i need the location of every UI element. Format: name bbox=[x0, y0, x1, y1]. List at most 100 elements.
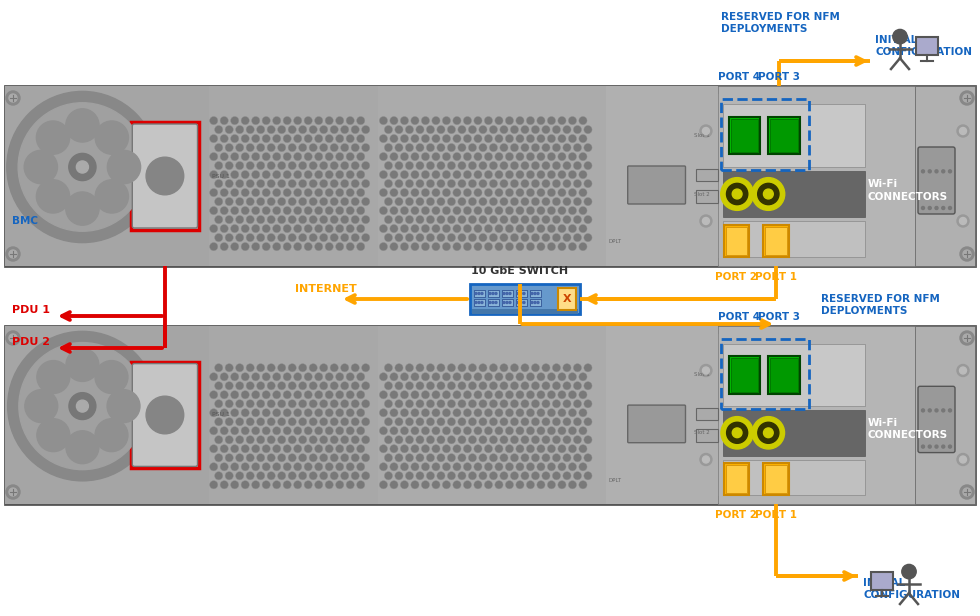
Circle shape bbox=[401, 427, 409, 435]
Circle shape bbox=[928, 170, 931, 173]
Circle shape bbox=[520, 233, 529, 241]
Circle shape bbox=[220, 206, 228, 215]
Circle shape bbox=[506, 480, 514, 489]
Circle shape bbox=[335, 463, 344, 471]
Circle shape bbox=[568, 373, 576, 381]
Circle shape bbox=[495, 134, 503, 143]
Circle shape bbox=[479, 436, 487, 444]
Circle shape bbox=[703, 456, 710, 463]
Circle shape bbox=[309, 363, 318, 372]
Circle shape bbox=[379, 171, 387, 179]
Circle shape bbox=[432, 480, 440, 489]
Circle shape bbox=[283, 116, 291, 124]
Circle shape bbox=[416, 126, 424, 134]
Circle shape bbox=[416, 198, 424, 206]
Circle shape bbox=[252, 463, 260, 471]
Circle shape bbox=[401, 134, 409, 143]
Circle shape bbox=[531, 293, 533, 294]
Circle shape bbox=[357, 408, 365, 417]
Circle shape bbox=[458, 382, 466, 390]
Circle shape bbox=[568, 134, 576, 143]
Circle shape bbox=[95, 360, 128, 394]
Circle shape bbox=[241, 116, 249, 124]
Circle shape bbox=[526, 224, 534, 233]
Circle shape bbox=[921, 206, 924, 209]
Circle shape bbox=[19, 342, 146, 469]
Circle shape bbox=[325, 480, 333, 489]
Circle shape bbox=[432, 408, 440, 417]
Circle shape bbox=[520, 472, 529, 480]
Circle shape bbox=[220, 391, 228, 399]
Bar bbox=[763, 225, 789, 257]
Circle shape bbox=[416, 161, 424, 169]
Circle shape bbox=[526, 427, 534, 435]
Bar bbox=[723, 410, 864, 456]
Circle shape bbox=[395, 472, 403, 480]
Circle shape bbox=[526, 480, 534, 489]
Circle shape bbox=[520, 436, 529, 444]
Circle shape bbox=[288, 161, 296, 169]
Circle shape bbox=[421, 463, 429, 471]
Circle shape bbox=[315, 391, 322, 399]
Circle shape bbox=[411, 373, 419, 381]
Circle shape bbox=[584, 161, 592, 169]
Circle shape bbox=[520, 179, 529, 188]
Circle shape bbox=[432, 373, 440, 381]
Circle shape bbox=[484, 206, 493, 215]
Circle shape bbox=[511, 126, 518, 134]
Circle shape bbox=[241, 171, 249, 179]
Circle shape bbox=[283, 134, 291, 143]
Circle shape bbox=[235, 233, 244, 241]
Circle shape bbox=[36, 121, 70, 154]
Circle shape bbox=[421, 373, 429, 381]
Circle shape bbox=[426, 363, 434, 372]
Circle shape bbox=[390, 153, 398, 161]
FancyBboxPatch shape bbox=[470, 284, 580, 314]
Circle shape bbox=[241, 408, 249, 417]
Circle shape bbox=[225, 198, 233, 206]
Circle shape bbox=[515, 480, 524, 489]
Circle shape bbox=[479, 198, 487, 206]
Circle shape bbox=[489, 293, 491, 294]
Circle shape bbox=[309, 472, 318, 480]
Circle shape bbox=[268, 216, 275, 224]
Circle shape bbox=[379, 116, 387, 124]
Circle shape bbox=[283, 243, 291, 251]
Circle shape bbox=[335, 427, 344, 435]
Circle shape bbox=[325, 153, 333, 161]
Circle shape bbox=[294, 134, 302, 143]
Circle shape bbox=[341, 126, 349, 134]
Circle shape bbox=[283, 408, 291, 417]
Circle shape bbox=[69, 153, 96, 180]
Circle shape bbox=[384, 216, 393, 224]
Circle shape bbox=[299, 400, 307, 408]
Circle shape bbox=[468, 453, 476, 462]
Circle shape bbox=[384, 198, 393, 206]
Circle shape bbox=[283, 373, 291, 381]
Circle shape bbox=[468, 179, 476, 188]
Circle shape bbox=[341, 436, 349, 444]
Text: PORT 2: PORT 2 bbox=[715, 272, 758, 282]
Circle shape bbox=[506, 153, 514, 161]
Circle shape bbox=[220, 153, 228, 161]
Circle shape bbox=[537, 134, 545, 143]
Circle shape bbox=[579, 188, 587, 197]
Circle shape bbox=[921, 409, 924, 412]
Circle shape bbox=[416, 382, 424, 390]
Circle shape bbox=[426, 144, 434, 152]
Circle shape bbox=[959, 217, 966, 224]
Circle shape bbox=[416, 418, 424, 426]
Circle shape bbox=[411, 134, 419, 143]
Circle shape bbox=[432, 206, 440, 215]
Circle shape bbox=[515, 224, 524, 233]
Circle shape bbox=[335, 134, 344, 143]
Circle shape bbox=[484, 116, 493, 124]
Circle shape bbox=[942, 445, 945, 448]
Circle shape bbox=[379, 408, 387, 417]
Circle shape bbox=[568, 188, 576, 197]
Circle shape bbox=[390, 224, 398, 233]
Circle shape bbox=[960, 247, 974, 261]
Circle shape bbox=[262, 480, 270, 489]
Circle shape bbox=[437, 472, 445, 480]
Circle shape bbox=[474, 480, 482, 489]
